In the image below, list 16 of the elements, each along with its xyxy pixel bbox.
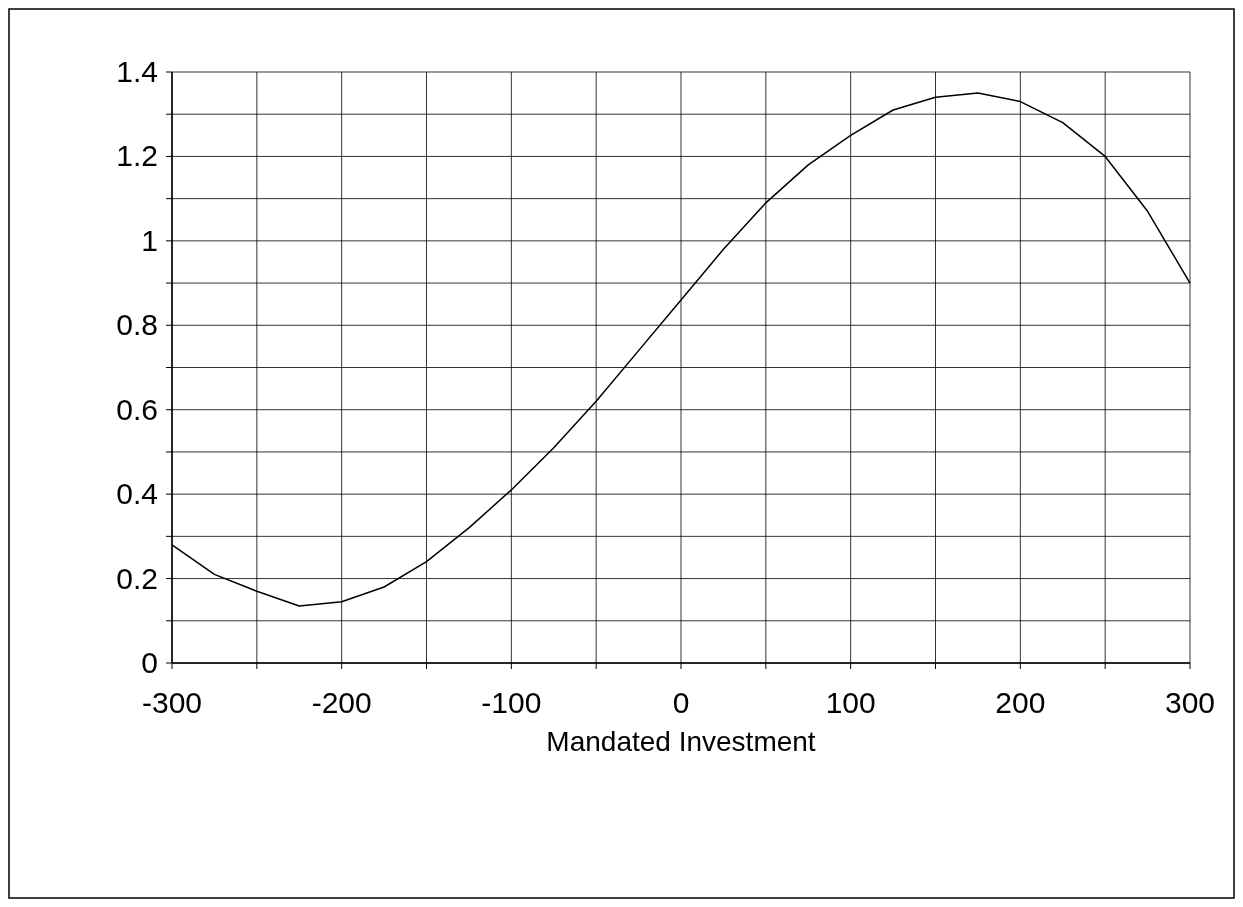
- x-axis-title: Mandated Investment: [546, 726, 816, 757]
- y-tick-label: 0: [141, 646, 158, 679]
- y-tick-label: 1.4: [116, 55, 158, 88]
- x-tick-label: -100: [481, 686, 542, 719]
- y-tick-label: 0.4: [116, 477, 158, 511]
- x-tick-label: -300: [141, 686, 203, 719]
- x-tick-label: 0: [672, 686, 690, 719]
- x-tick-label: 300: [1164, 686, 1216, 719]
- y-tick-label: 1.2: [116, 139, 158, 173]
- x-tick-label: -200: [311, 686, 372, 719]
- y-tick-label: 0.6: [116, 392, 158, 426]
- y-tick-label: 1: [141, 223, 158, 257]
- y-tick-label: 0.8: [116, 308, 158, 342]
- x-tick-label: 100: [825, 686, 876, 719]
- x-tick-label: 200: [995, 686, 1046, 719]
- y-tick-label: 0.2: [116, 561, 158, 595]
